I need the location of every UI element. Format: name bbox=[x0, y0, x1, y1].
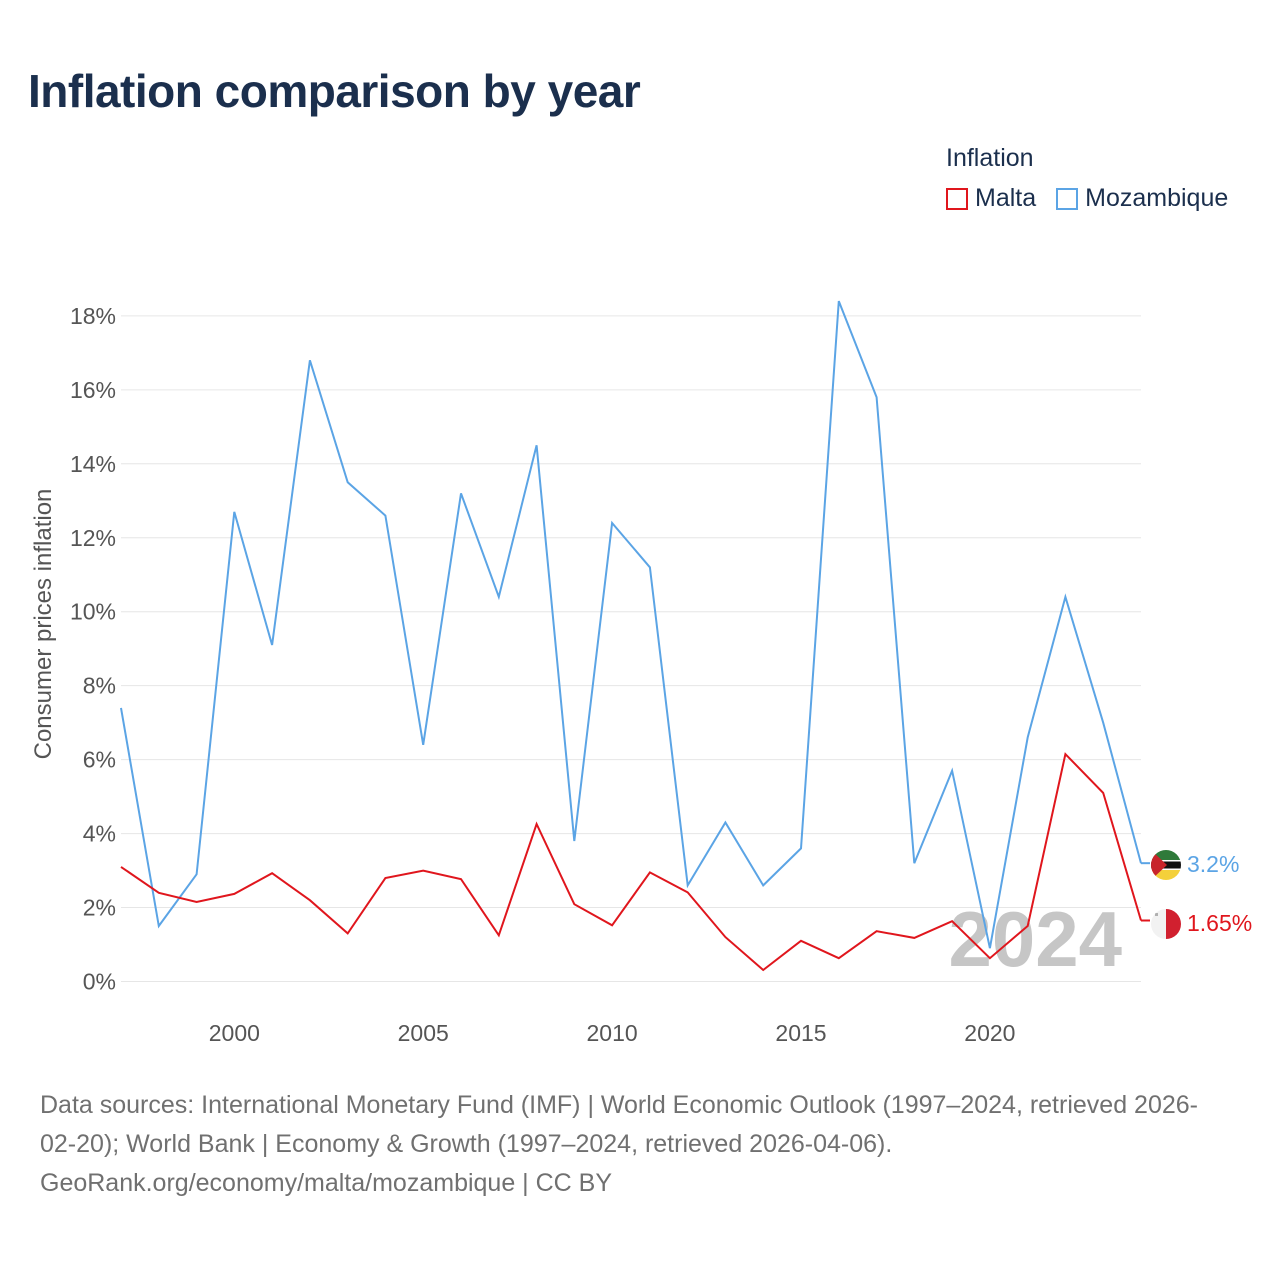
data-point-mozambique[interactable] bbox=[345, 479, 351, 485]
grid bbox=[121, 315, 1141, 983]
line-chart: 0%2%4%6%8%10%12%14%16%18% 2000 2005 2010 20… bbox=[30, 298, 1252, 1046]
y-tick-label: 14% bbox=[70, 451, 116, 477]
mozambique-end-label: 3.2% bbox=[1187, 851, 1239, 877]
y-tick-label: 10% bbox=[70, 599, 116, 625]
end-markers: 3.2% 1.65% bbox=[1151, 850, 1252, 939]
data-point-mozambique[interactable] bbox=[685, 882, 691, 888]
malta-end-label: 1.65% bbox=[1187, 910, 1252, 936]
data-point-mozambique[interactable] bbox=[1025, 734, 1031, 740]
y-tick-label: 2% bbox=[83, 895, 116, 921]
data-point-malta[interactable] bbox=[496, 932, 502, 938]
malta-flag-icon bbox=[1151, 909, 1181, 939]
data-point-malta[interactable] bbox=[1062, 751, 1068, 757]
data-point-mozambique[interactable] bbox=[194, 871, 200, 877]
x-tick-label: 2010 bbox=[587, 1020, 638, 1046]
series-line-mozambique[interactable] bbox=[120, 300, 1142, 949]
data-point-mozambique[interactable] bbox=[760, 882, 766, 888]
y-tick-label: 6% bbox=[83, 747, 116, 773]
footer-line-1: Data sources: International Monetary Fun… bbox=[40, 1091, 1198, 1119]
y-tick-label: 4% bbox=[83, 821, 116, 847]
data-point-malta[interactable] bbox=[987, 955, 993, 961]
data-point-malta[interactable] bbox=[1025, 923, 1031, 929]
data-point-mozambique[interactable] bbox=[231, 509, 237, 515]
data-point-mozambique[interactable] bbox=[798, 845, 804, 851]
data-point-mozambique[interactable] bbox=[534, 442, 540, 448]
x-tick-label: 2000 bbox=[209, 1020, 260, 1046]
legend-title: Inflation bbox=[946, 144, 1034, 172]
footer-sources: Data sources: International Monetary Fun… bbox=[40, 1086, 1250, 1203]
y-tick-label: 0% bbox=[83, 969, 116, 995]
mozambique-flag-icon bbox=[1151, 850, 1181, 880]
data-point-mozambique[interactable] bbox=[1062, 594, 1068, 600]
data-point-malta[interactable] bbox=[911, 935, 917, 941]
data-point-malta[interactable] bbox=[1100, 790, 1106, 796]
data-point-mozambique[interactable] bbox=[911, 860, 917, 866]
data-point-malta[interactable] bbox=[874, 928, 880, 934]
data-point-malta[interactable] bbox=[760, 967, 766, 973]
data-point-malta[interactable] bbox=[647, 869, 653, 875]
x-tick-label: 2015 bbox=[775, 1020, 826, 1046]
legend-label-malta: Malta bbox=[975, 184, 1037, 212]
data-point-malta[interactable] bbox=[458, 876, 464, 882]
y-tick-label: 18% bbox=[70, 303, 116, 329]
data-point-malta[interactable] bbox=[685, 889, 691, 895]
footer-line-3: GeoRank.org/economy/malta/mozambique | C… bbox=[40, 1169, 613, 1197]
data-point-malta[interactable] bbox=[382, 875, 388, 881]
series-layer bbox=[118, 298, 1150, 973]
data-point-malta[interactable] bbox=[722, 934, 728, 940]
data-point-malta[interactable] bbox=[1138, 917, 1144, 923]
data-point-mozambique[interactable] bbox=[987, 945, 993, 951]
legend-label-mozambique: Mozambique bbox=[1085, 184, 1229, 212]
footer-line-2: 02-20); World Bank | Economy & Growth (1… bbox=[40, 1130, 893, 1158]
x-tick-label: 2020 bbox=[964, 1020, 1015, 1046]
data-point-mozambique[interactable] bbox=[949, 768, 955, 774]
data-point-mozambique[interactable] bbox=[496, 594, 502, 600]
y-tick-label: 16% bbox=[70, 377, 116, 403]
y-axis-title: Consumer prices inflation bbox=[30, 489, 57, 760]
y-tick-label: 8% bbox=[83, 673, 116, 699]
data-point-mozambique[interactable] bbox=[571, 838, 577, 844]
data-point-mozambique[interactable] bbox=[722, 820, 728, 826]
data-point-malta[interactable] bbox=[118, 864, 124, 870]
data-point-malta[interactable] bbox=[836, 955, 842, 961]
data-point-mozambique[interactable] bbox=[382, 513, 388, 519]
data-point-mozambique[interactable] bbox=[307, 357, 313, 363]
data-point-mozambique[interactable] bbox=[420, 742, 426, 748]
data-point-mozambique[interactable] bbox=[836, 298, 842, 304]
data-point-malta[interactable] bbox=[798, 938, 804, 944]
data-point-malta[interactable] bbox=[269, 870, 275, 876]
y-axis: 0% 2% 4% 6% 8% 10% 12% 14% 16% 18% bbox=[70, 303, 116, 995]
x-axis: 2000 2005 2010 2015 2020 bbox=[209, 1020, 1016, 1046]
data-point-malta[interactable] bbox=[194, 899, 200, 905]
legend-item-mozambique[interactable]: Mozambique bbox=[1056, 184, 1228, 213]
legend: Malta Mozambique bbox=[946, 184, 1228, 213]
data-point-mozambique[interactable] bbox=[647, 564, 653, 570]
data-point-malta[interactable] bbox=[307, 897, 313, 903]
data-point-malta[interactable] bbox=[156, 890, 162, 896]
data-point-malta[interactable] bbox=[534, 821, 540, 827]
data-point-mozambique[interactable] bbox=[609, 520, 615, 526]
data-point-malta[interactable] bbox=[609, 922, 615, 928]
data-point-malta[interactable] bbox=[420, 868, 426, 874]
data-point-mozambique[interactable] bbox=[458, 490, 464, 496]
data-point-malta[interactable] bbox=[231, 891, 237, 897]
legend-swatch-mozambique bbox=[1056, 187, 1079, 210]
data-point-malta[interactable] bbox=[571, 901, 577, 907]
x-tick-label: 2005 bbox=[398, 1020, 449, 1046]
data-point-mozambique[interactable] bbox=[118, 705, 124, 711]
page-title: Inflation comparison by year bbox=[28, 65, 641, 117]
y-tick-label: 12% bbox=[70, 525, 116, 551]
data-point-malta[interactable] bbox=[949, 918, 955, 924]
series-line-malta[interactable] bbox=[120, 752, 1142, 972]
legend-swatch-malta bbox=[946, 187, 968, 210]
legend-item-malta[interactable]: Malta bbox=[946, 184, 1036, 213]
year-watermark: 2024 bbox=[948, 895, 1122, 983]
data-point-malta[interactable] bbox=[345, 930, 351, 936]
data-point-mozambique[interactable] bbox=[874, 394, 880, 400]
data-point-mozambique[interactable] bbox=[269, 642, 275, 648]
data-point-mozambique[interactable] bbox=[156, 923, 162, 929]
data-point-mozambique[interactable] bbox=[1138, 860, 1144, 866]
data-point-mozambique[interactable] bbox=[1100, 720, 1106, 726]
